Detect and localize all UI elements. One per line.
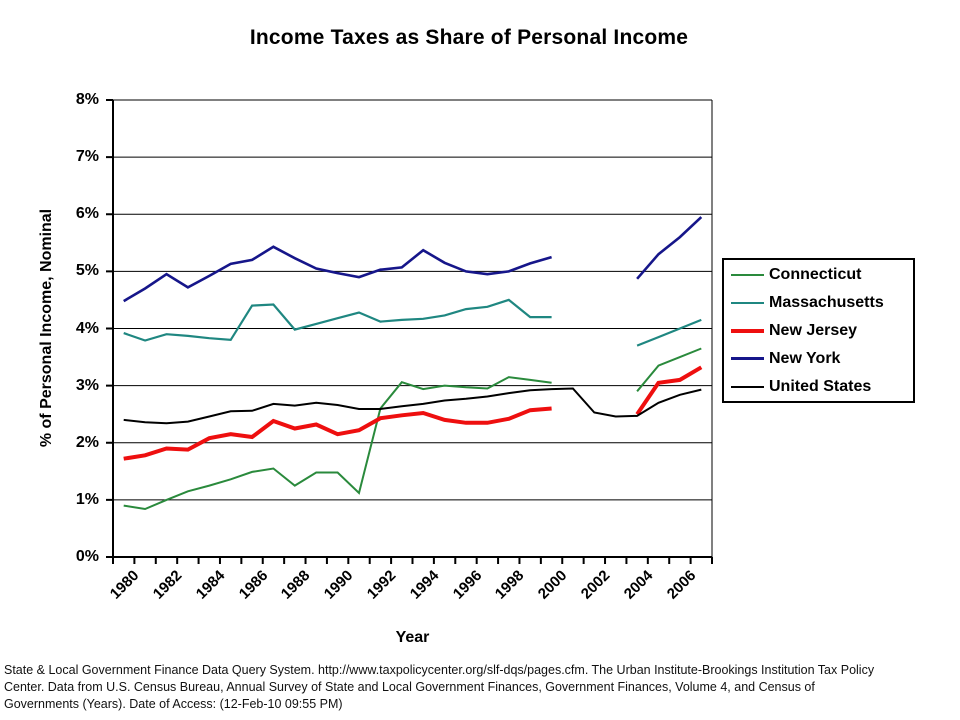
legend-item-new-york: New York (731, 345, 913, 373)
y-tick-label: 0% (75, 548, 99, 565)
legend-line-swatch (731, 357, 764, 360)
legend-item-united-states: United States (731, 373, 913, 401)
source-note-line-1: State & Local Government Finance Data Qu… (4, 663, 875, 677)
series-line-new-york (123, 216, 703, 303)
legend-line-swatch (731, 301, 764, 304)
y-tick-label: 2% (75, 433, 99, 451)
legend-line-swatch (731, 328, 764, 333)
y-tick-label: 1% (75, 490, 99, 508)
y-tick-label: 7% (75, 148, 99, 166)
source-note-line-3: Governments (Years). Date of Access: (12… (4, 697, 343, 711)
y-tick-label: 3% (75, 376, 99, 394)
legend-line-swatch (731, 273, 764, 276)
legend-item-connecticut: Connecticut (731, 261, 913, 289)
legend-item-massachusetts: Massachusetts (731, 289, 913, 317)
y-tick-label: 8% (75, 91, 99, 108)
legend-item-new-jersey: New Jersey (731, 317, 913, 345)
source-note-line-2: Center. Data from U.S. Census Bureau, An… (4, 680, 815, 694)
legend: Connecticut Massachusetts New Jersey New Yo… (722, 258, 915, 403)
legend-label: Massachusetts (769, 293, 884, 311)
source-note: State & Local Government Finance Data Qu… (4, 662, 954, 713)
legend-label: Connecticut (769, 265, 862, 283)
chart-title: Income Taxes as Share of Personal Income (249, 26, 689, 49)
legend-line-swatch (731, 385, 764, 388)
series-line-united-states (123, 387, 702, 425)
series-line-massachusetts (123, 298, 702, 347)
legend-label: United States (769, 377, 872, 395)
y-tick-label: 5% (75, 262, 99, 280)
series-line-connecticut (123, 347, 702, 511)
y-tick-label: 6% (75, 205, 99, 223)
legend-label: New York (769, 349, 841, 367)
series-line-new-jersey (123, 365, 703, 461)
legend-label: New Jersey (769, 321, 858, 339)
y-tick-label: 4% (75, 319, 99, 337)
x-axis-title: Year (395, 629, 430, 646)
